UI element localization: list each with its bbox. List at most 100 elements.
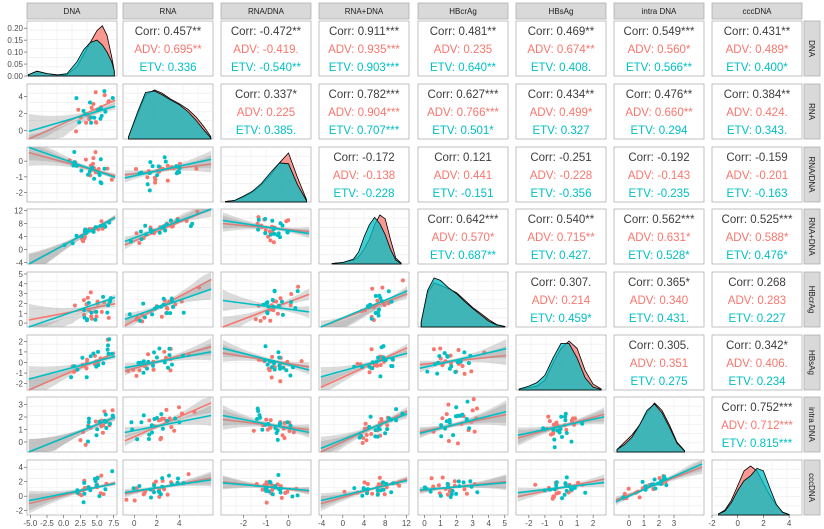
regression-line-etv [28,482,116,502]
row-strip-7 [803,459,821,516]
corr-panel-0-3: Corr: 0.911*** ADV: 0.935*** ETV: 0.903*** [328,26,400,74]
point-etv [77,120,82,125]
point-etv [101,361,106,366]
y-tick-label: 4 [19,463,24,472]
point-etv [583,490,588,495]
point-etv [643,484,648,489]
point-adv [134,373,139,378]
point-etv [563,418,568,423]
point-adv [355,361,360,366]
point-adv [376,482,381,487]
point-etv [284,368,289,373]
point-etv [280,299,284,304]
point-etv [107,299,112,304]
point-etv [468,479,473,484]
point-etv [438,493,443,498]
point-adv [370,286,375,291]
point-adv [137,241,142,245]
x-tick-label: -1 [262,519,270,528]
point-etv [87,416,91,421]
point-etv [559,414,564,419]
corr-etv: ETV: 0.501* [432,125,494,137]
panel-1-2 [220,83,312,140]
corr-adv: ADV: 0.235 [434,44,492,56]
point-etv [367,364,372,369]
panel-3-7 [711,208,803,265]
point-adv [268,418,273,423]
scatter-panel-2-0 [28,146,116,186]
y-tick-label: 2 [19,299,24,308]
point-etv [569,439,574,444]
point-adv [147,418,152,423]
panel-5-7 [711,334,803,391]
panel-2-3 [318,146,410,203]
panel-0-5 [515,20,607,77]
y-tick-label: 4 [19,280,24,289]
column-strip-6 [613,2,705,20]
point-adv [141,492,146,497]
point-etv [175,480,180,485]
x-tick-label: 5 [503,519,508,528]
corr-adv: ADV: 0.674** [527,44,595,56]
density-etv-6 [616,403,685,453]
point-etv [368,414,373,419]
point-adv [364,438,369,443]
point-etv [278,235,282,240]
point-adv [268,425,273,430]
point-etv [139,420,144,425]
point-adv [162,416,167,421]
panel-1-7 [711,83,803,140]
y-tick-label: 5 [19,270,24,279]
point-etv [94,309,99,314]
point-etv [166,365,170,370]
corr-panel-0-7: Corr: 0.431** ADV: 0.489* ETV: 0.400* [724,26,791,74]
corr-etv: ETV: 0.528* [628,250,690,262]
point-etv [263,231,268,236]
corr-etv: ETV: 0.903*** [329,62,400,74]
point-adv [74,129,78,134]
point-etv [103,412,108,417]
point-etv [145,182,150,187]
corr-panel-3-7: Corr: 0.525*** ADV: 0.588* ETV: 0.476* [722,214,793,262]
point-adv [264,500,269,505]
corr-etv: ETV: 0.815*** [722,438,793,450]
point-etv [390,357,395,362]
regression-line-adv [320,346,408,389]
point-etv [369,316,374,321]
point-etv [288,373,293,378]
point-adv [369,432,374,436]
point-etv [664,483,669,488]
point-etv [98,180,103,185]
scatter-panel-7-2 [222,473,310,505]
point-etv [272,367,277,372]
scatter-panel-5-4 [419,339,507,376]
y-tick-label: 0 [19,319,24,328]
corr-panel-0-4: Corr: 0.481** ADV: 0.235 ETV: 0.640** [430,26,497,74]
x-tick-label: 0 [559,519,564,528]
corr-overall: Corr: 0.268 [728,277,786,289]
x-tick-label: -2 [708,519,716,528]
point-etv [159,412,164,417]
corr-etv: ETV: 0.234 [728,376,786,388]
point-etv [110,96,115,100]
point-etv [375,492,380,497]
corr-etv: ETV: 0.640** [430,62,497,74]
corr-overall: Corr: -0.251 [530,152,591,164]
y-tick-label: 8 [19,220,24,229]
density-etv-3 [331,216,402,265]
point-etv [181,310,186,315]
point-etv [365,491,369,496]
point-etv [98,157,103,162]
point-etv [381,480,385,485]
panel-3-6 [613,208,705,265]
corr-overall: Corr: 0.305. [629,340,690,352]
point-etv [79,168,84,173]
corr-etv: ETV: 0.427. [531,250,591,262]
corr-overall: Corr: 0.911*** [329,26,400,38]
point-etv [376,313,381,318]
point-etv [101,294,106,299]
point-adv [85,295,90,300]
point-adv [637,495,642,500]
point-adv [626,486,631,491]
point-adv [268,318,273,323]
